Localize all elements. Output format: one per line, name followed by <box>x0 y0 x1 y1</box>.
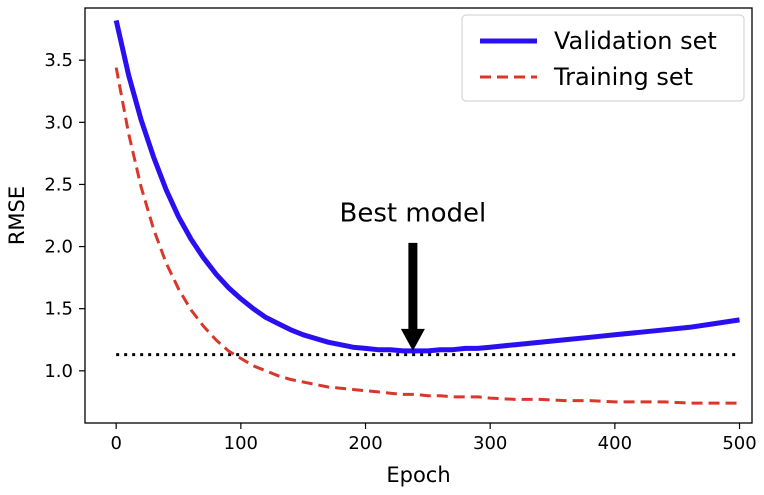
legend-label-training: Training set <box>553 63 693 91</box>
y-axis-label: RMSE <box>5 186 29 245</box>
plot-area: Best model <box>113 19 740 405</box>
axes-frame <box>84 7 753 424</box>
annotation-best-model: Best model <box>339 199 486 229</box>
axis-ticks: 0 100 200 300 400 500 1.0 1.5 2.0 2.5 3.0 3.5 <box>44 50 756 454</box>
legend-label-validation: Validation set <box>554 27 717 55</box>
y-tick-label: 1.5 <box>44 299 73 320</box>
x-tick-label: 0 <box>110 433 121 454</box>
x-tick-label: 500 <box>722 433 756 454</box>
series-line-training <box>114 67 740 405</box>
y-tick-label: 2.5 <box>44 174 73 195</box>
x-tick-label: 400 <box>598 433 632 454</box>
y-tick-label: 1.0 <box>44 361 73 382</box>
best-model-arrow <box>400 242 425 351</box>
y-tick-label: 3.5 <box>44 50 73 71</box>
x-tick-label: 100 <box>224 433 258 454</box>
x-tick-label: 300 <box>473 433 507 454</box>
x-axis-label: Epoch <box>386 463 450 487</box>
legend-box <box>461 14 745 102</box>
y-tick-label: 3.0 <box>44 112 73 133</box>
series-line-validation <box>113 19 740 354</box>
legend: Validation set Training set <box>461 14 745 102</box>
y-tick-label: 2.0 <box>44 237 73 258</box>
x-tick-label: 200 <box>348 433 382 454</box>
